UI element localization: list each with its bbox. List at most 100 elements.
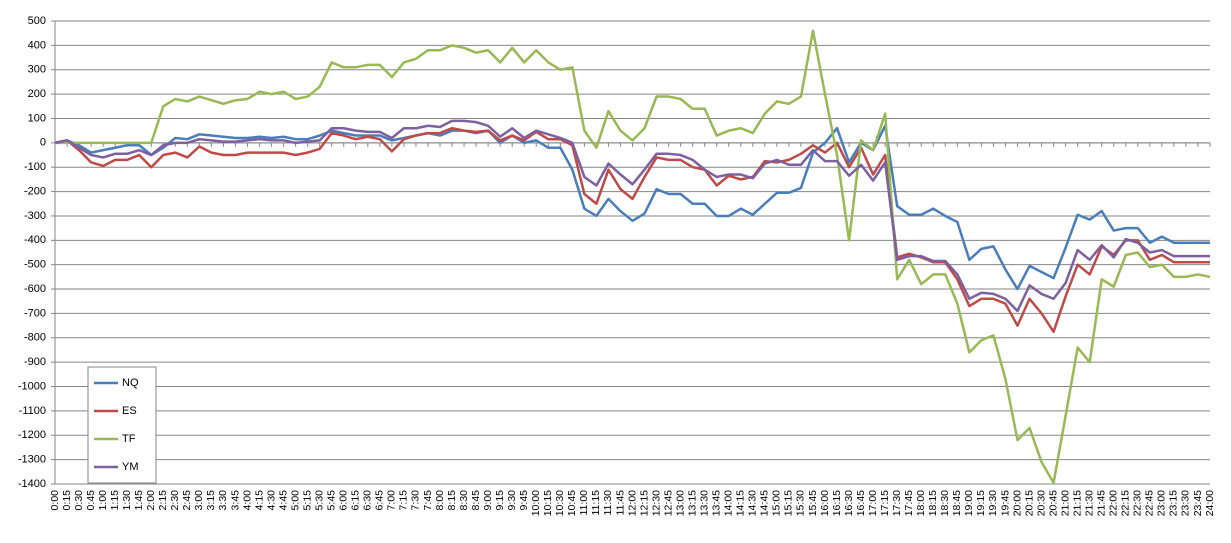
- x-tick-label: 19:30: [987, 490, 999, 516]
- x-tick-label: 23:45: [1192, 490, 1204, 516]
- y-tick-label: 500: [28, 15, 46, 27]
- x-tick-label: 3:45: [229, 490, 241, 511]
- x-tick-label: 2:15: [157, 490, 169, 511]
- x-tick-label: 11:45: [614, 490, 626, 516]
- series-line: [54, 119, 1210, 313]
- x-tick-label: 14:00: [723, 490, 735, 516]
- x-tick-label: 23:15: [1168, 490, 1180, 516]
- x-tick-label: 20:45: [1047, 490, 1059, 516]
- x-tick-label: 13:45: [711, 490, 723, 516]
- y-tick-label: 100: [28, 112, 46, 124]
- x-tick-label: 20:15: [1023, 490, 1035, 516]
- x-tick-label: 15:30: [795, 490, 807, 516]
- legend-box: [87, 366, 157, 484]
- x-tick-label: 15:15: [783, 490, 795, 516]
- x-tick-label: 2:00: [145, 490, 157, 511]
- legend: NQ ES TF YM: [87, 366, 157, 484]
- y-tick-label: -1100: [19, 405, 46, 417]
- y-tick-label: -100: [24, 161, 46, 173]
- x-tick-label: 22:30: [1132, 490, 1144, 516]
- x-tick-label: 15:45: [807, 490, 819, 516]
- y-tick-label: -600: [24, 283, 46, 295]
- x-tick-label: 17:30: [891, 490, 903, 516]
- y-tick-label: -200: [24, 185, 46, 197]
- legend-label: TF: [122, 433, 136, 445]
- y-tick-label: -800: [24, 332, 46, 344]
- x-tick-label: 14:45: [759, 490, 771, 516]
- x-tick-label: 19:45: [999, 490, 1011, 516]
- x-tick-label: 10:45: [566, 490, 578, 516]
- y-tick-label: -1200: [18, 429, 46, 441]
- x-tick-label: 1:30: [121, 490, 133, 511]
- x-tick-label: 20:00: [1011, 490, 1023, 516]
- x-tick-label: 17:15: [879, 490, 891, 516]
- x-tick-label: 16:15: [831, 490, 843, 516]
- x-tick-label: 21:15: [1071, 490, 1083, 516]
- x-tick-label: 2:30: [169, 490, 181, 511]
- x-tick-label: 19:00: [963, 490, 975, 516]
- x-tick-label: 20:30: [1035, 490, 1047, 516]
- y-tick-label: -700: [24, 307, 46, 319]
- x-tick-label: 13:30: [698, 490, 710, 516]
- y-tick-label: 0: [40, 137, 46, 149]
- x-tick-label: 19:15: [975, 490, 987, 516]
- x-tick-label: 7:15: [398, 490, 410, 511]
- x-tick-label: 3:30: [217, 490, 229, 511]
- x-tick-label: 24:00: [1204, 490, 1216, 516]
- x-tick-label: 6:30: [362, 490, 374, 511]
- x-tick-label: 21:30: [1083, 490, 1095, 516]
- y-tick-label: -1000: [18, 380, 46, 392]
- x-tick-label: 5:00: [289, 490, 301, 511]
- y-tick-label: -1300: [18, 454, 46, 466]
- x-tick-label: 18:00: [915, 490, 927, 516]
- x-tick-label: 9:30: [506, 490, 518, 511]
- x-tick-label: 23:00: [1156, 490, 1168, 516]
- x-tick-label: 21:45: [1096, 490, 1108, 516]
- x-tick-label: 11:00: [578, 490, 590, 516]
- legend-label: YM: [122, 461, 139, 473]
- x-tick-label: 10:00: [530, 490, 542, 516]
- x-tick-label: 17:45: [903, 490, 915, 516]
- y-tick-label: 300: [28, 64, 46, 76]
- x-tick-label: 4:45: [277, 490, 289, 511]
- x-tick-label: 0:00: [49, 490, 61, 511]
- x-tick-label: 12:45: [662, 490, 674, 516]
- legend-label: ES: [122, 405, 137, 417]
- x-tick-label: 8:00: [434, 490, 446, 511]
- x-tick-label: 8:15: [446, 490, 458, 511]
- x-tick-label: 4:15: [253, 490, 265, 511]
- x-tick-label: 3:00: [193, 490, 205, 511]
- x-tick-label: 2:45: [181, 490, 193, 511]
- x-tick-label: 16:30: [843, 490, 855, 516]
- x-tick-label: 9:45: [518, 490, 530, 511]
- series-line: [54, 126, 1210, 333]
- x-tick-label: 7:00: [386, 490, 398, 511]
- x-tick-label: 6:45: [374, 490, 386, 511]
- x-tick-label: 22:45: [1144, 490, 1156, 516]
- x-tick-label: 8:30: [458, 490, 470, 511]
- x-tick-label: 4:30: [265, 490, 277, 511]
- x-tick-label: 22:00: [1108, 490, 1120, 516]
- y-tick-label: -1400: [18, 478, 46, 490]
- x-tick-label: 3:15: [205, 490, 217, 511]
- x-tick-label: 13:15: [686, 490, 698, 516]
- x-tick-label: 9:15: [494, 490, 506, 511]
- x-tick-label: 5:30: [313, 490, 325, 511]
- x-tick-label: 9:00: [482, 490, 494, 511]
- y-tick-label: 200: [28, 88, 46, 100]
- x-tick-label: 8:45: [470, 490, 482, 511]
- x-tick-label: 22:15: [1120, 490, 1132, 516]
- x-tick-label: 4:00: [241, 490, 253, 511]
- x-tick-label: 18:45: [951, 490, 963, 516]
- y-tick-label: -400: [24, 234, 46, 246]
- x-tick-label: 16:00: [819, 490, 831, 516]
- x-tick-label: 13:00: [674, 490, 686, 516]
- x-tick-label: 0:45: [85, 490, 97, 511]
- x-tick-label: 18:15: [927, 490, 939, 516]
- x-tick-label: 6:15: [350, 490, 362, 511]
- x-tick-label: 17:00: [867, 490, 879, 516]
- y-tick-label: -500: [24, 259, 46, 271]
- x-tick-label: 1:00: [97, 490, 109, 511]
- x-tick-label: 16:45: [855, 490, 867, 516]
- x-tick-label: 1:15: [109, 490, 121, 511]
